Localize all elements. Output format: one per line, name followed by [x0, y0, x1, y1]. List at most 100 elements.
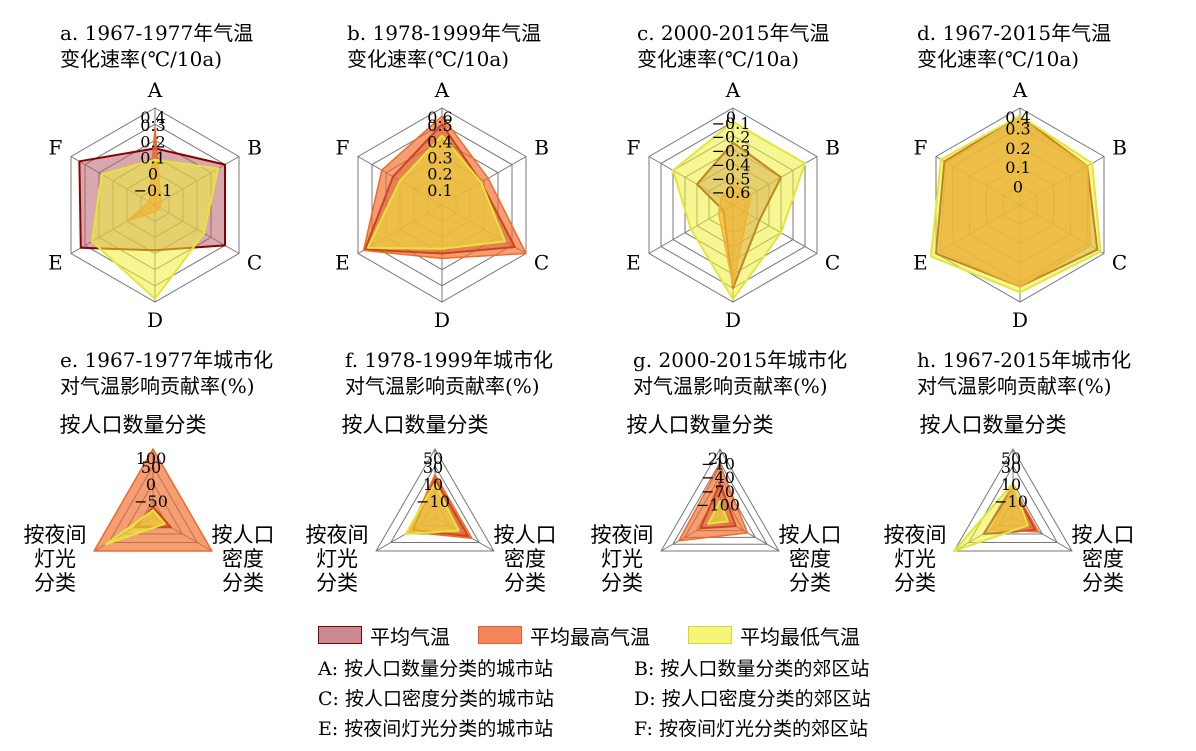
series-max	[678, 464, 749, 542]
axis-label-b: B	[534, 136, 549, 160]
axis-label-density-line3: 分类	[504, 571, 546, 595]
tick-label: 0.2	[140, 132, 165, 151]
tick-label: 50	[141, 458, 161, 477]
axis-label-night-light-line2: 灯光	[601, 547, 643, 571]
radar-figure: a. 1967-1977年气温变化速率(℃/10a)0.40.30.20.10−…	[24, 21, 1135, 595]
axis-label-e: E	[626, 251, 641, 275]
tick-label: 0.2	[1005, 139, 1030, 158]
axis-label-night-light-line1: 按夜间	[306, 523, 369, 547]
legend-swatch-max	[478, 626, 522, 644]
legend-label-min: 平均最低气温	[740, 624, 860, 649]
chart-title-line1: b. 1978-1999年气温	[347, 21, 541, 45]
tick-label: −0.3	[712, 142, 751, 161]
legend-swatch-mean	[318, 626, 362, 644]
note-d: D: 按人口密度分类的郊区站	[634, 688, 871, 710]
tick-label: 10	[423, 475, 443, 494]
chart-title-line1: d. 1967-2015年气温	[917, 21, 1111, 45]
axis-label-a: A	[147, 78, 163, 102]
axis-label-population: 按人口数量分类	[627, 413, 774, 437]
tick-label: 30	[1001, 458, 1021, 477]
note-a: A: 按人口数量分类的城市站	[318, 658, 554, 680]
axis-label-night-light-line3: 分类	[601, 571, 643, 595]
axis-label-night-light-line1: 按夜间	[24, 523, 87, 547]
legend-label-max: 平均最高气温	[530, 624, 650, 649]
axis-label-e: E	[913, 251, 928, 275]
axis-label-density-line1: 按人口	[779, 523, 842, 547]
chart-title-line2: 对气温影响贡献率(%)	[345, 374, 540, 398]
tick-label: 0.5	[427, 116, 452, 135]
note-c: C: 按人口密度分类的城市站	[318, 688, 554, 710]
axis-label-density-line2: 密度	[1082, 547, 1124, 571]
axis-label-a: A	[725, 78, 741, 102]
axis-label-density-line1: 按人口	[212, 523, 275, 547]
series-min	[672, 120, 806, 301]
tick-label: 0.1	[427, 181, 452, 200]
axis-label-c: C	[247, 251, 262, 275]
chart-title-line1: g. 2000-2015年城市化	[633, 348, 847, 372]
axis-label-b: B	[825, 136, 840, 160]
axis-label-a: A	[1012, 78, 1028, 102]
grid-ring	[389, 465, 481, 543]
chart-title-line2: 对气温影响贡献率(%)	[633, 374, 828, 398]
axis-label-c: C	[534, 251, 549, 275]
tick-label: −0.1	[712, 114, 751, 133]
axis-label-a: A	[434, 78, 450, 102]
tick-label: 10	[1001, 475, 1021, 494]
chart-title-line2: 变化速率(℃/10a)	[347, 47, 509, 71]
tick-label: 0	[146, 475, 156, 494]
chart-title-line1: c. 2000-2015年气温	[637, 21, 829, 45]
grid-ring	[967, 465, 1059, 543]
tick-label: 0	[148, 165, 158, 184]
chart-title-line2: 变化速率(℃/10a)	[637, 47, 799, 71]
tick-label: −10	[701, 455, 735, 474]
axis-label-density-line1: 按人口	[494, 523, 557, 547]
note-b: B: 按人口数量分类的郊区站	[634, 658, 870, 680]
tick-label: 0.3	[1005, 119, 1030, 138]
tick-label: −100	[696, 495, 740, 514]
axis-label-night-light-line3: 分类	[316, 571, 358, 595]
series-min	[930, 114, 1102, 294]
axis-label-f: F	[335, 136, 349, 160]
axis-label-d: D	[147, 308, 163, 332]
tick-label: 100	[136, 449, 167, 468]
axis-label-density-line3: 分类	[789, 571, 831, 595]
grid-ring	[672, 461, 768, 545]
grid-ring	[953, 448, 1073, 552]
tick-label: 0.4	[140, 108, 165, 127]
axis-label-e: E	[48, 251, 63, 275]
axis-label-night-light-line2: 灯光	[316, 547, 358, 571]
series-max	[93, 448, 213, 552]
chart-title-line2: 变化速率(℃/10a)	[60, 47, 222, 71]
tick-label: 50	[423, 449, 443, 468]
legend-label-mean: 平均气温	[370, 624, 450, 649]
chart-title-line2: 变化速率(℃/10a)	[917, 47, 1079, 71]
axis-label-population: 按人口数量分类	[60, 413, 207, 437]
axis-label-night-light-line3: 分类	[894, 571, 936, 595]
tick-label: −70	[701, 482, 735, 501]
axis-label-f: F	[626, 136, 640, 160]
note-f: F: 按夜间灯光分类的郊区站	[634, 718, 868, 740]
chart-title-line2: 对气温影响贡献率(%)	[917, 374, 1112, 398]
tick-label: 20	[708, 449, 728, 468]
axis-label-density-line3: 分类	[222, 571, 264, 595]
tick-label: 30	[423, 458, 443, 477]
axis-label-night-light-line3: 分类	[34, 571, 76, 595]
radar-chart-3: c. 2000-2015年气温变化速率(℃/10a)0−0.1−0.2−0.3−…	[626, 21, 840, 332]
axis-label-b: B	[1112, 136, 1127, 160]
tick-label: −10	[994, 492, 1028, 511]
chart-title-line1: h. 1967-2015年城市化	[917, 348, 1131, 372]
grid-ring	[375, 448, 495, 552]
axis-label-density-line2: 密度	[789, 547, 831, 571]
axis-label-night-light-line2: 灯光	[34, 547, 76, 571]
tick-label: 0.1	[1005, 158, 1030, 177]
tick-label: −0.4	[712, 155, 751, 174]
axis-label-e: E	[335, 251, 350, 275]
axis-label-night-light-line1: 按夜间	[591, 523, 654, 547]
tick-label: 0	[726, 108, 736, 127]
tick-label: 0.4	[427, 132, 452, 151]
